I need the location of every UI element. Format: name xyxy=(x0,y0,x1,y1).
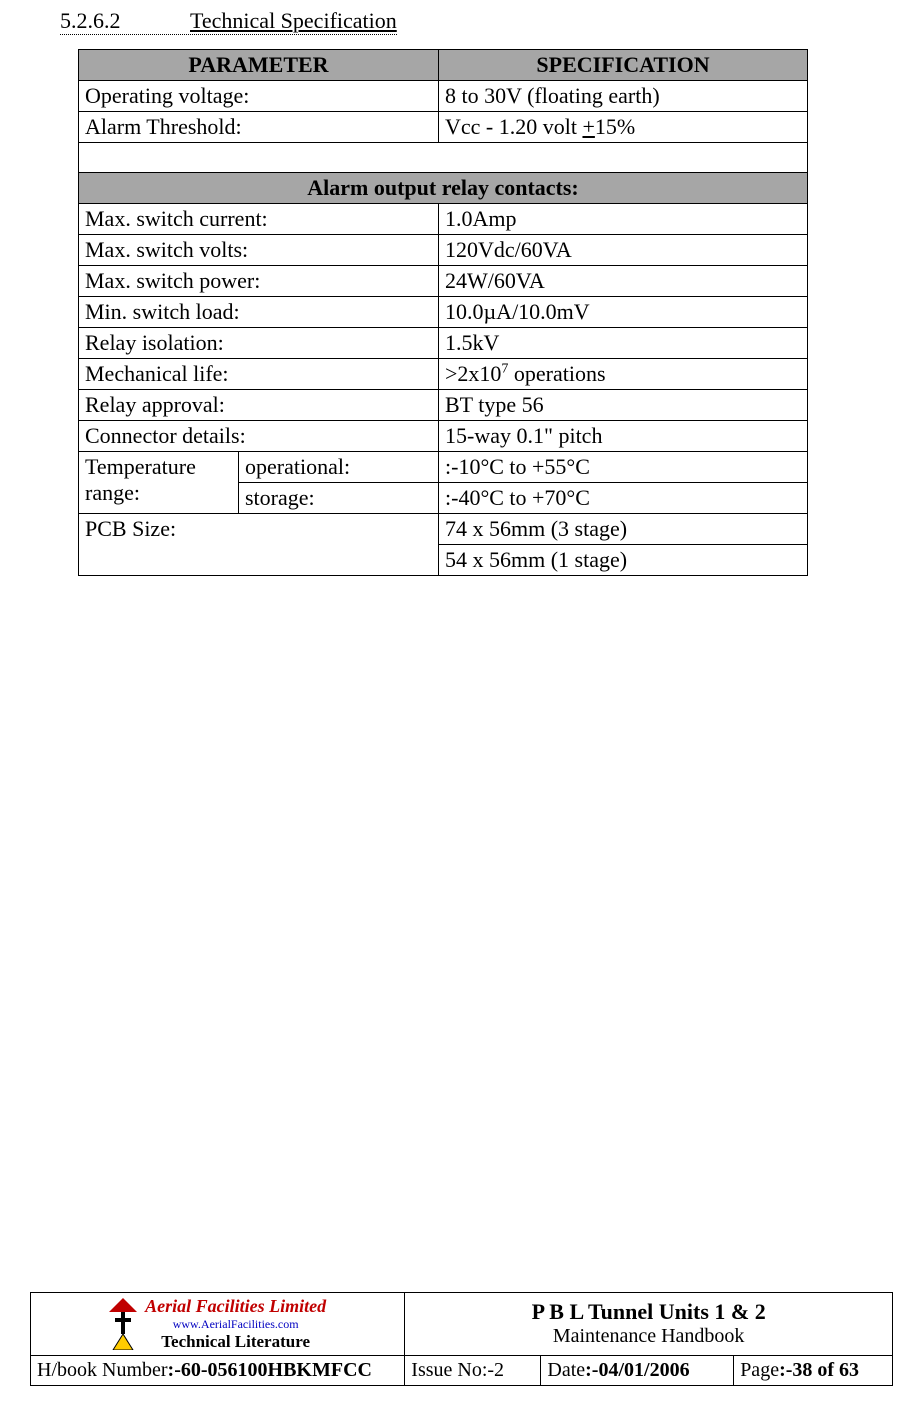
spec-cell: 120Vdc/60VA xyxy=(439,235,808,266)
spec-cell: BT type 56 xyxy=(439,390,808,421)
logo-cell: Aerial Facilities Limited www.AerialFaci… xyxy=(31,1292,405,1355)
param-cell: Temperature range: xyxy=(79,452,239,514)
spec-cell: :-40°C to +70°C xyxy=(439,483,808,514)
doc-title: P B L Tunnel Units 1 & 2 xyxy=(411,1299,886,1325)
sub-param-cell: storage: xyxy=(239,483,439,514)
logo-main-text: Aerial Facilities Limited xyxy=(145,1296,326,1318)
spec-cell: 10.0µA/10.0mV xyxy=(439,297,808,328)
table-row: Relay approval: BT type 56 xyxy=(79,390,808,421)
param-cell: Max. switch volts: xyxy=(79,235,439,266)
spec-cell: 54 x 56mm (1 stage) xyxy=(439,545,808,576)
table-row: Operating voltage: 8 to 30V (floating ea… xyxy=(79,81,808,112)
page-cell: Page:-38 of 63 xyxy=(734,1356,893,1386)
section-heading: 5.2.6.2Technical Specification xyxy=(60,8,863,49)
hbook-cell: H/book Number:-60-056100HBKMFCC xyxy=(31,1356,405,1386)
page-footer: Aerial Facilities Limited www.AerialFaci… xyxy=(30,1292,893,1386)
antenna-icon xyxy=(109,1298,137,1350)
spec-cell: 74 x 56mm (3 stage) xyxy=(439,514,808,545)
sub-param-cell: operational: xyxy=(239,452,439,483)
section-number: 5.2.6.2 xyxy=(60,8,190,34)
spec-cell: 1.0Amp xyxy=(439,204,808,235)
spec-cell: :-10°C to +55°C xyxy=(439,452,808,483)
spec-cell: 15-way 0.1" pitch xyxy=(439,421,808,452)
table-row: PCB Size: 74 x 56mm (3 stage) xyxy=(79,514,808,545)
spec-cell: 8 to 30V (floating earth) xyxy=(439,81,808,112)
table-row: Relay isolation: 1.5kV xyxy=(79,328,808,359)
table-row: Max. switch power: 24W/60VA xyxy=(79,266,808,297)
spec-cell: 24W/60VA xyxy=(439,266,808,297)
param-cell: Max. switch current: xyxy=(79,204,439,235)
table-row: Min. switch load: 10.0µA/10.0mV xyxy=(79,297,808,328)
param-cell: Alarm Threshold: xyxy=(79,112,439,143)
table-row: Max. switch current: 1.0Amp xyxy=(79,204,808,235)
spec-cell: >2x107 operations xyxy=(439,359,808,390)
logo-sub-text: Technical Literature xyxy=(145,1332,326,1352)
section-title: Technical Specification xyxy=(190,8,397,33)
param-cell: Min. switch load: xyxy=(79,297,439,328)
param-cell: Operating voltage: xyxy=(79,81,439,112)
table-row: Mechanical life: >2x107 operations xyxy=(79,359,808,390)
table-row: Connector details: 15-way 0.1" pitch xyxy=(79,421,808,452)
param-cell: Mechanical life: xyxy=(79,359,439,390)
logo-url-text: www.AerialFacilities.com xyxy=(145,1317,326,1331)
spec-cell: 1.5kV xyxy=(439,328,808,359)
spec-table: PARAMETER SPECIFICATION Operating voltag… xyxy=(78,49,808,576)
header-parameter: PARAMETER xyxy=(79,50,439,81)
spec-cell: Vcc - 1.20 volt +15% xyxy=(439,112,808,143)
title-cell: P B L Tunnel Units 1 & 2 Maintenance Han… xyxy=(405,1292,893,1355)
param-cell: PCB Size: xyxy=(79,514,439,576)
date-cell: Date:-04/01/2006 xyxy=(541,1356,734,1386)
doc-subtitle: Maintenance Handbook xyxy=(411,1325,886,1348)
table-row: Temperature range: operational: :-10°C t… xyxy=(79,452,808,483)
param-cell: Connector details: xyxy=(79,421,439,452)
table-row: Max. switch volts: 120Vdc/60VA xyxy=(79,235,808,266)
table-row: Alarm Threshold: Vcc - 1.20 volt +15% xyxy=(79,112,808,143)
spacer-row xyxy=(79,143,808,173)
sub-header: Alarm output relay contacts: xyxy=(79,173,808,204)
param-cell: Max. switch power: xyxy=(79,266,439,297)
param-cell: Relay approval: xyxy=(79,390,439,421)
header-specification: SPECIFICATION xyxy=(439,50,808,81)
param-cell: Relay isolation: xyxy=(79,328,439,359)
issue-cell: Issue No:-2 xyxy=(405,1356,541,1386)
